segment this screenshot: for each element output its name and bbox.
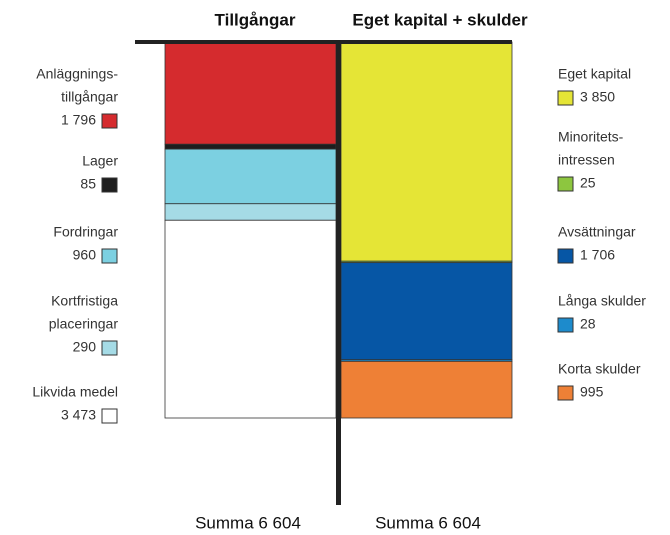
legend-value: 960 bbox=[73, 247, 97, 263]
legend-value: 85 bbox=[80, 176, 96, 192]
legend-value: 995 bbox=[580, 384, 604, 400]
segment bbox=[164, 203, 337, 221]
segment bbox=[164, 219, 337, 419]
legend-swatch bbox=[101, 113, 118, 129]
segment bbox=[164, 143, 337, 150]
legend-label: Lager bbox=[82, 153, 118, 169]
legend-label: Avsättningar bbox=[558, 224, 636, 240]
legend-swatch bbox=[101, 177, 118, 193]
column-total: Summa 6 604 bbox=[195, 513, 301, 532]
legend-swatch bbox=[101, 408, 118, 424]
legend-label: Långa skulder bbox=[558, 293, 646, 309]
legend-swatch bbox=[557, 176, 574, 192]
segment bbox=[164, 41, 337, 145]
segment bbox=[164, 148, 337, 205]
legend-swatch bbox=[557, 248, 574, 264]
legend-value: 25 bbox=[580, 175, 596, 191]
legend-value: 28 bbox=[580, 316, 596, 332]
legend-label: Anläggnings- bbox=[36, 66, 118, 82]
segment bbox=[340, 41, 513, 262]
legend-label: Minoritets- bbox=[558, 129, 624, 145]
legend-value: 1 796 bbox=[61, 112, 96, 128]
legend-swatch bbox=[101, 340, 118, 356]
legend-value: 3 473 bbox=[61, 407, 96, 423]
legend-label: Likvida medel bbox=[32, 384, 118, 400]
legend-swatch bbox=[557, 317, 574, 333]
legend-label: Eget kapital bbox=[558, 66, 631, 82]
segment bbox=[340, 262, 513, 361]
legend-label: placeringar bbox=[49, 316, 119, 332]
legend-value: 290 bbox=[73, 339, 97, 355]
legend-value: 3 850 bbox=[580, 89, 615, 105]
legend-swatch bbox=[557, 90, 574, 106]
segment bbox=[340, 360, 513, 419]
column-title: Eget kapital + skulder bbox=[352, 10, 528, 29]
legend-label: tillgångar bbox=[61, 89, 118, 105]
legend-label: Fordringar bbox=[53, 224, 118, 240]
column-title: Tillgångar bbox=[215, 10, 296, 29]
legend-label: Kortfristiga bbox=[51, 293, 118, 309]
legend-swatch bbox=[557, 385, 574, 401]
legend-swatch bbox=[101, 248, 118, 264]
legend-label: intressen bbox=[558, 152, 615, 168]
legend-value: 1 706 bbox=[580, 247, 615, 263]
legend-label: Korta skulder bbox=[558, 361, 641, 377]
column-total: Summa 6 604 bbox=[375, 513, 481, 532]
